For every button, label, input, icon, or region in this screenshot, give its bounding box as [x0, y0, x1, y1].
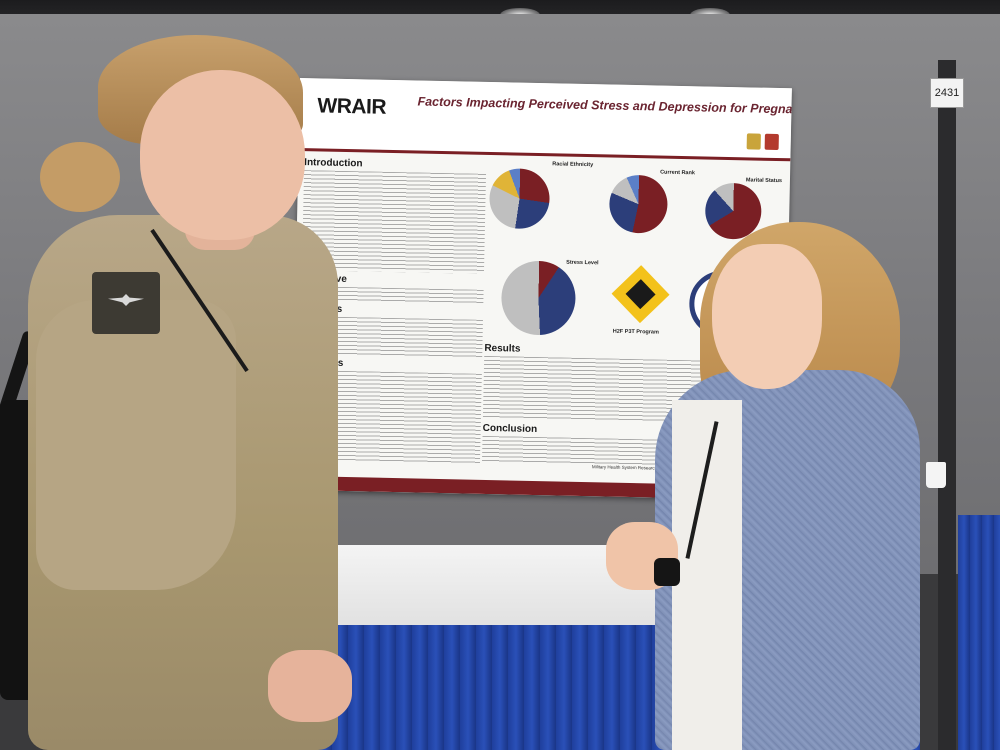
section-heading-results: Results — [484, 342, 521, 355]
poster-authors-block — [419, 116, 749, 123]
chart-label-rank: Current Rank — [660, 169, 695, 177]
booth-post — [938, 60, 956, 750]
presenter-face — [712, 244, 822, 389]
soldier-sleeve — [36, 300, 236, 590]
chart-label-stress: Stress Level — [566, 259, 599, 267]
soldier-face — [140, 70, 305, 240]
chart-label-marital: Marital Status — [745, 177, 783, 185]
soldier-hands — [268, 650, 352, 722]
section-heading-conclusion: Conclusion — [482, 422, 538, 436]
neighbor-table-skirt — [958, 515, 1000, 750]
stress-pie-chart — [500, 260, 577, 336]
wrair-logo: WRAIR — [317, 94, 387, 119]
unit-crest-icon — [746, 133, 761, 150]
chart-label-program: H2F P3T Program — [612, 328, 659, 336]
smartwatch — [654, 558, 680, 586]
poster-title: Factors Impacting Perceived Stress and D… — [417, 94, 792, 117]
chart-label-race: Racial Ethnicity — [552, 161, 594, 169]
hair-bun — [40, 142, 120, 212]
race-pie-chart — [488, 168, 551, 230]
poster-header: WRAIR Factors Impacting Perceived Stress… — [298, 78, 792, 162]
rank-pie-chart — [608, 174, 669, 234]
unit-crest-icon — [764, 133, 779, 151]
paper-cup — [926, 462, 946, 488]
booth-number-sign: 2431 — [930, 78, 964, 108]
